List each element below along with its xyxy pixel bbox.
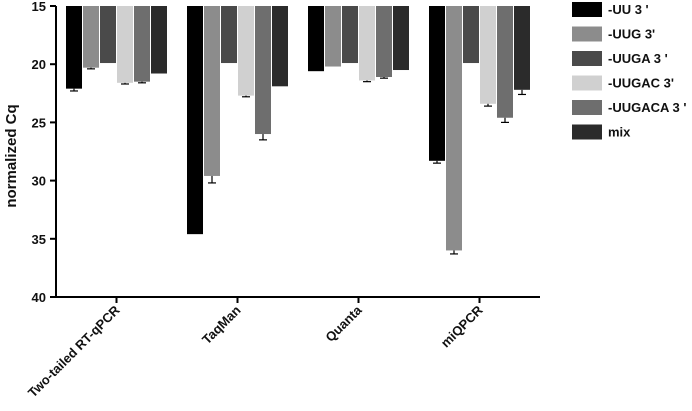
bar [480,6,496,104]
bar [342,6,358,64]
y-axis: 15 20 25 30 35 40 [32,0,57,305]
legend-label: -UUG 3' [608,27,655,42]
y-axis-title: normalized Cq [3,104,20,207]
bar [514,6,530,90]
bars [66,6,530,255]
bar [308,6,324,72]
bar [325,6,341,67]
legend-label: -UUGACA 3 ' [608,100,686,115]
legend-swatch [572,75,602,91]
bar [83,6,99,68]
bar [187,6,203,235]
y-tick-label: 15 [32,0,46,14]
bar [359,6,375,81]
legend-swatch [572,26,602,42]
bar [272,6,288,87]
bar [376,6,392,78]
bar [393,6,409,71]
x-axis: Two-tailed RT-qPCR TaqMan Quanta miQPCR [25,296,540,400]
y-tick-label: 40 [32,290,46,305]
bar [151,6,167,74]
bar [66,6,82,89]
bar [446,6,462,251]
x-category-label: Quanta [322,302,365,345]
bar [463,6,479,64]
x-category-label: TaqMan [199,302,244,347]
bar [117,6,133,83]
y-tick-label: 25 [32,115,46,130]
bar [221,6,237,64]
legend-swatch [572,124,602,140]
y-tick-label: 30 [32,174,46,189]
bar [204,6,220,176]
legend: -UU 3 ' -UUG 3' -UUGA 3 ' -UUGAC 3' -UUGACA … [572,2,686,140]
legend-label: -UUGAC 3' [608,76,674,91]
bar [255,6,271,135]
bar [429,6,445,161]
legend-swatch [572,100,602,115]
bar [238,6,254,96]
y-tick-label: 35 [32,232,46,247]
legend-label: -UU 3 ' [608,2,649,17]
x-category-label: Two-tailed RT-qPCR [25,302,123,400]
x-category-label: miQPCR [438,302,486,350]
legend-label: -UUGA 3 ' [608,51,668,66]
legend-label: mix [608,125,631,140]
bar [134,6,150,82]
legend-swatch [572,2,602,17]
y-tick-label: 20 [32,57,46,72]
legend-swatch [572,51,602,66]
bar [100,6,116,64]
bar [497,6,513,118]
